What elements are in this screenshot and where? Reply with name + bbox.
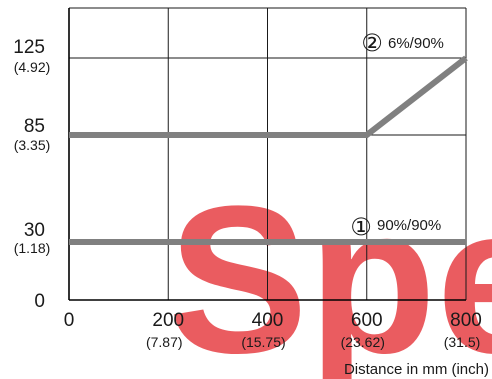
series-labels: ① 90%/90% ② 6%/90%	[350, 29, 444, 241]
x-tick-label: 0	[64, 310, 75, 331]
x-tick-label: 600	[351, 310, 383, 331]
x-tick-sublabel: (23.62)	[341, 334, 385, 350]
y-tick-label: 30	[24, 220, 45, 241]
tick-labels: 0 200 (7.87) 400 (15.75) 600 (23.62) 800 (31.5) 0…	[13, 37, 482, 350]
x-tick-label: 400	[252, 310, 284, 331]
y-tick-sublabel: (4.92)	[14, 59, 51, 75]
x-tick-sublabel: (31.5)	[444, 334, 481, 350]
y-tick-sublabel: (1.18)	[14, 240, 51, 256]
series-line-2	[69, 55, 468, 138]
watermark: Spe	[168, 162, 492, 379]
x-axis-title: Distance in mm (inch)	[344, 361, 489, 378]
series-label-1: 90%/90%	[377, 217, 441, 234]
x-tick-label: 200	[152, 310, 184, 331]
x-tick-label: 800	[450, 310, 482, 331]
series-marker-1: ①	[350, 213, 372, 241]
series-label-2: 6%/90%	[388, 35, 444, 52]
series-marker-2: ②	[361, 29, 383, 57]
x-tick-sublabel: (7.87)	[146, 334, 183, 350]
series-lines	[69, 55, 468, 245]
y-tick-label: 125	[13, 37, 45, 58]
y-tick-label: 85	[24, 116, 45, 137]
y-tick-sublabel: (3.35)	[14, 137, 51, 153]
y-tick-label: 0	[34, 291, 45, 312]
x-tick-sublabel: (15.75)	[241, 334, 285, 350]
